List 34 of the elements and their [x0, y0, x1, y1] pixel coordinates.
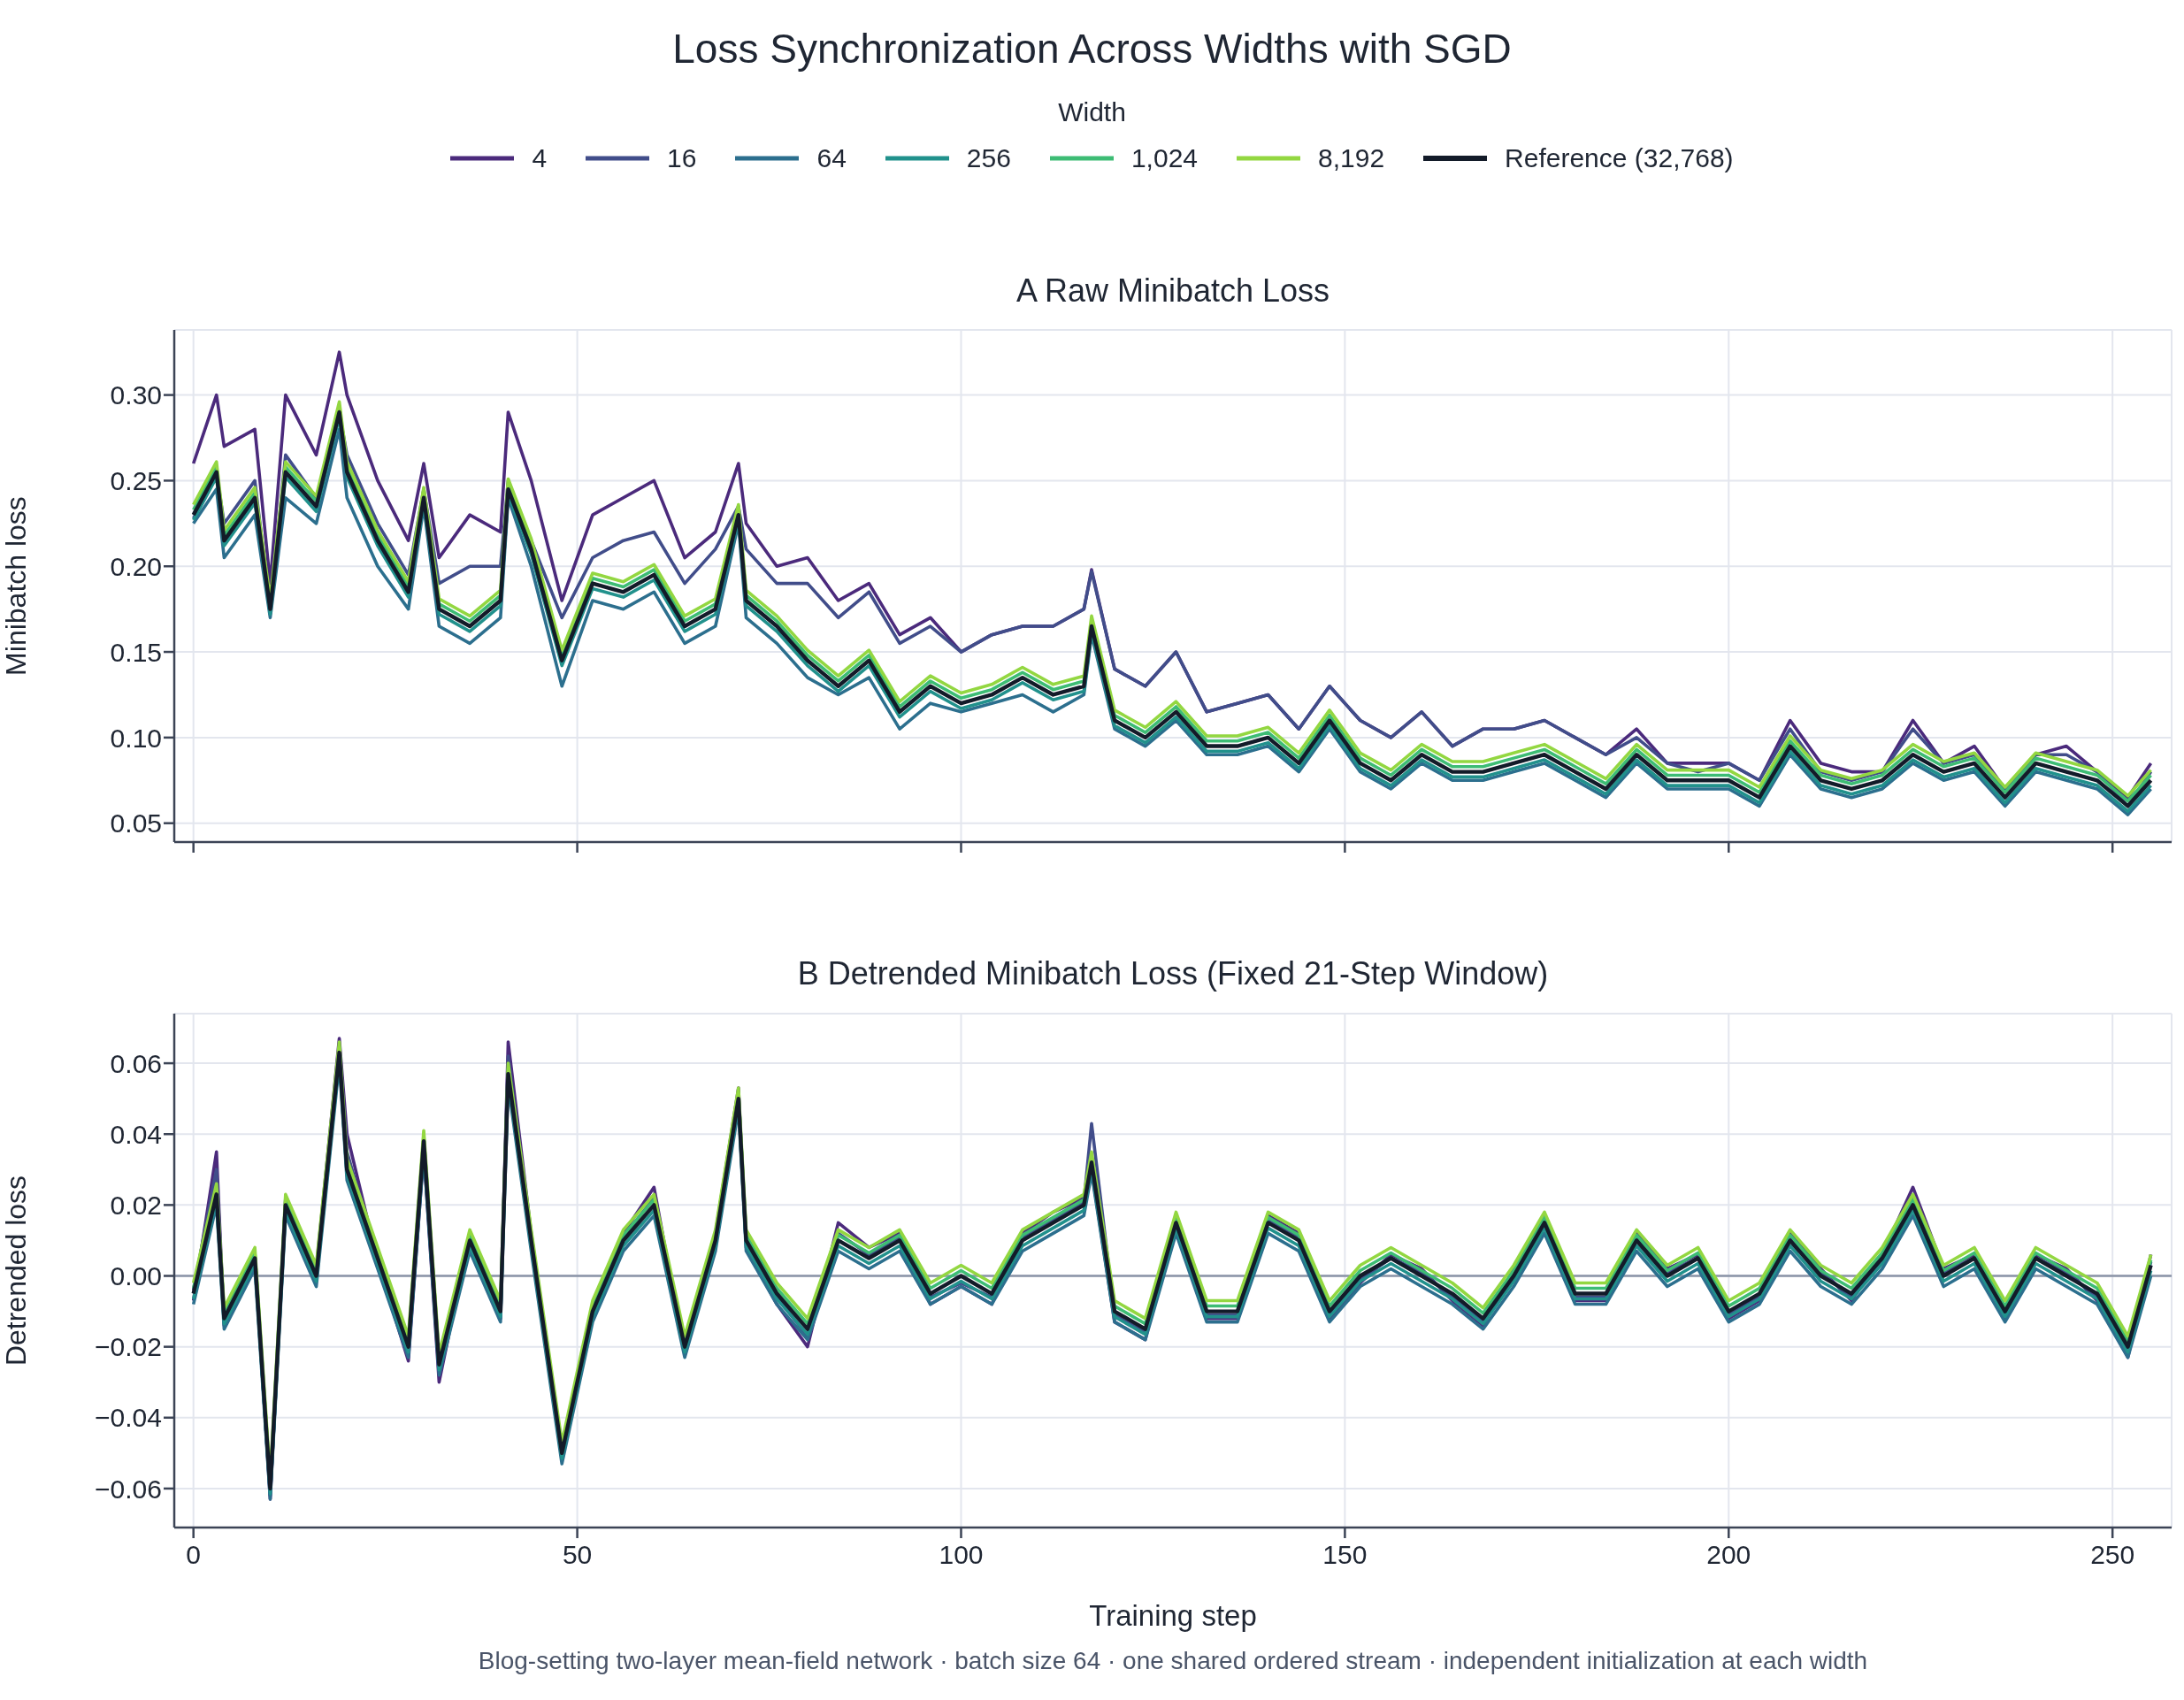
y-axis-title: Detrended loss — [0, 1175, 33, 1367]
x-tick-label: 100 — [939, 1540, 984, 1570]
y-tick-label: 0.30 — [110, 380, 162, 410]
y-tick-label: 0.06 — [110, 1048, 162, 1078]
legend-label: 8,192 — [1318, 143, 1385, 173]
x-tick-label: 200 — [1706, 1540, 1751, 1570]
x-tick-label: 250 — [2090, 1540, 2135, 1570]
y-tick-label: 0.25 — [110, 466, 162, 496]
y-tick-label: −0.02 — [95, 1332, 162, 1362]
x-tick-label: 150 — [1322, 1540, 1368, 1570]
legend-label: 1,024 — [1130, 143, 1198, 173]
y-tick-label: −0.04 — [95, 1403, 162, 1433]
chart-title: Loss Synchronization Across Widths with SGD — [671, 25, 1513, 73]
y-tick-label: 0.10 — [110, 723, 162, 753]
legend-label: 256 — [966, 143, 1011, 173]
y-axis-title: Minibatch loss — [0, 496, 33, 676]
y-tick-label: 0.20 — [110, 551, 162, 581]
legend-label: 4 — [532, 143, 548, 173]
text: Blog-setting two-layer mean-field network · batch size 64 · one shared ordered stream · independent initialization at each width — [477, 1647, 1869, 1675]
y-tick-label: 0.04 — [110, 1119, 162, 1149]
y-tick-label: 0.15 — [110, 637, 162, 667]
x-tick-label: 0 — [186, 1540, 202, 1570]
chart-title: B Detrended Minibatch Loss (Fixed 21-Step Window) — [796, 955, 1550, 992]
legend-label: Reference (32,768) — [1505, 143, 1734, 173]
x-tick-label: 50 — [562, 1540, 593, 1570]
legend-title: Width — [1057, 97, 1127, 127]
y-tick-label: 0.00 — [110, 1261, 162, 1291]
y-tick-label: 0.02 — [110, 1191, 162, 1221]
chart-subtitle: A Raw Minibatch Loss — [1015, 272, 1331, 310]
legend-label: 64 — [816, 143, 847, 173]
y-tick-label: −0.06 — [95, 1474, 162, 1504]
y-tick-label: 0.05 — [110, 808, 162, 839]
x-axis-title: Training step — [1088, 1599, 1258, 1633]
legend-label: 16 — [667, 143, 697, 173]
